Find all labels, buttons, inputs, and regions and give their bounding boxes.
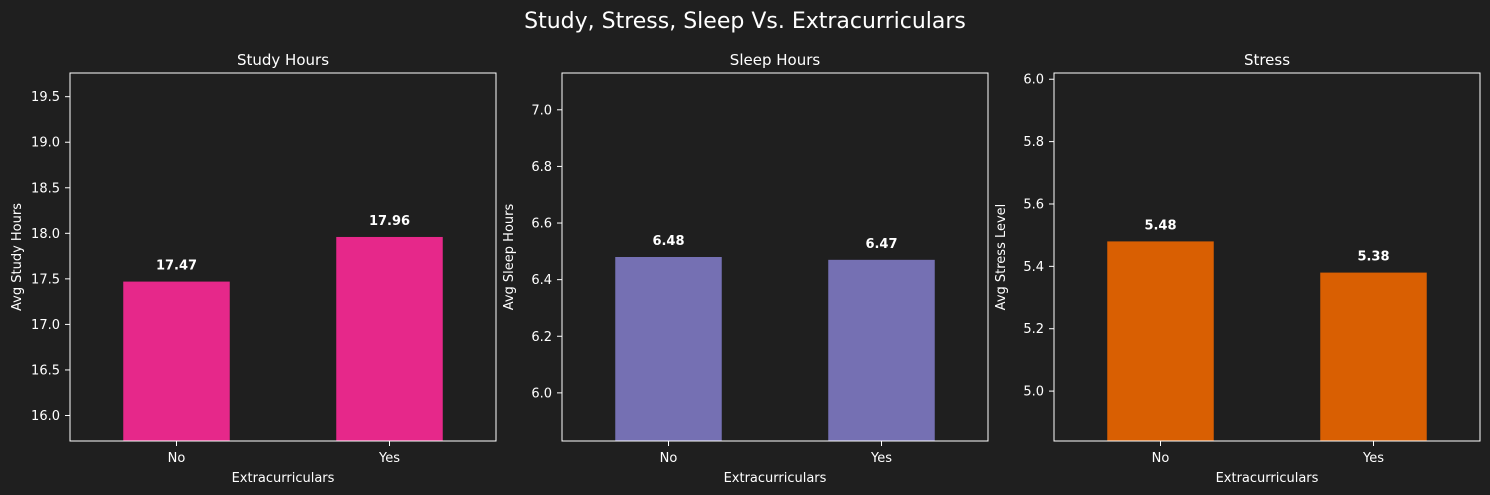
bar	[615, 257, 722, 441]
x-tick-label: Yes	[378, 451, 400, 466]
y-tick-label: 5.4	[1023, 260, 1044, 275]
bar	[1107, 241, 1214, 441]
y-tick-label: 16.5	[31, 363, 60, 378]
y-tick-label: 6.4	[531, 273, 552, 288]
y-tick-label: 17.0	[31, 318, 60, 333]
x-tick-label: Yes	[870, 451, 892, 466]
bar-value-label: 5.48	[1144, 218, 1176, 233]
chart-panel-3: 5.48 No 5.38 Yes 5.0 5.2 5.4 5.6 5.8 6.0 Stress Ext…	[994, 51, 1481, 486]
y-tick-label: 5.8	[1023, 135, 1044, 150]
bar-value-label: 6.48	[652, 234, 684, 249]
y-tick-label: 7.0	[531, 103, 552, 118]
y-tick-label: 19.5	[31, 90, 60, 105]
figure-title: Study, Stress, Sleep Vs. Extracurricular…	[524, 9, 966, 34]
y-tick-label: 17.5	[31, 272, 60, 287]
x-tick-label: No	[660, 451, 678, 466]
x-axis-label: Extracurriculars	[232, 471, 335, 486]
chart-panels: 17.47 No 17.96 Yes 16.0 16.5 17.0 17.5 18.0 18.5 1…	[10, 51, 1481, 486]
panel-title: Stress	[1244, 51, 1290, 69]
y-axis-label: Avg Stress Level	[994, 204, 1009, 311]
y-tick-label: 6.2	[531, 330, 552, 345]
x-tick-label: Yes	[1362, 451, 1384, 466]
bar	[123, 281, 230, 441]
y-tick-label: 6.6	[531, 217, 552, 232]
y-tick-label: 5.6	[1023, 197, 1044, 212]
y-tick-label: 6.8	[531, 160, 552, 175]
axes-frame	[69, 72, 497, 442]
y-tick-label: 18.0	[31, 227, 60, 242]
bar-value-label: 17.47	[156, 259, 197, 274]
x-tick-label: No	[168, 451, 186, 466]
chart-panel-1: 17.47 No 17.96 Yes 16.0 16.5 17.0 17.5 18.0 18.5 1…	[10, 51, 497, 486]
x-tick-label: No	[1152, 451, 1170, 466]
panel-title: Sleep Hours	[730, 51, 821, 69]
y-tick-label: 18.5	[31, 181, 60, 196]
bar	[828, 259, 935, 441]
y-axis-label: Avg Study Hours	[10, 203, 25, 311]
bar-value-label: 5.38	[1357, 250, 1389, 265]
y-tick-label: 5.0	[1023, 385, 1044, 400]
axes-frame	[1053, 72, 1481, 442]
x-axis-label: Extracurriculars	[724, 471, 827, 486]
axes-frame	[561, 72, 989, 442]
chart-panel-2: 6.48 No 6.47 Yes 6.0 6.2 6.4 6.6 6.8 7.0 Sleep Hou…	[502, 51, 989, 486]
bar	[1320, 272, 1427, 441]
bar	[336, 236, 443, 441]
y-tick-label: 6.0	[531, 386, 552, 401]
panel-title: Study Hours	[237, 51, 329, 69]
bar-value-label: 6.47	[865, 237, 897, 252]
x-axis-label: Extracurriculars	[1216, 471, 1319, 486]
y-tick-label: 6.0	[1023, 73, 1044, 88]
y-tick-label: 5.2	[1023, 322, 1044, 337]
y-tick-label: 19.0	[31, 136, 60, 151]
y-tick-label: 16.0	[31, 409, 60, 424]
y-axis-label: Avg Sleep Hours	[502, 204, 517, 311]
bar-value-label: 17.96	[369, 214, 410, 229]
